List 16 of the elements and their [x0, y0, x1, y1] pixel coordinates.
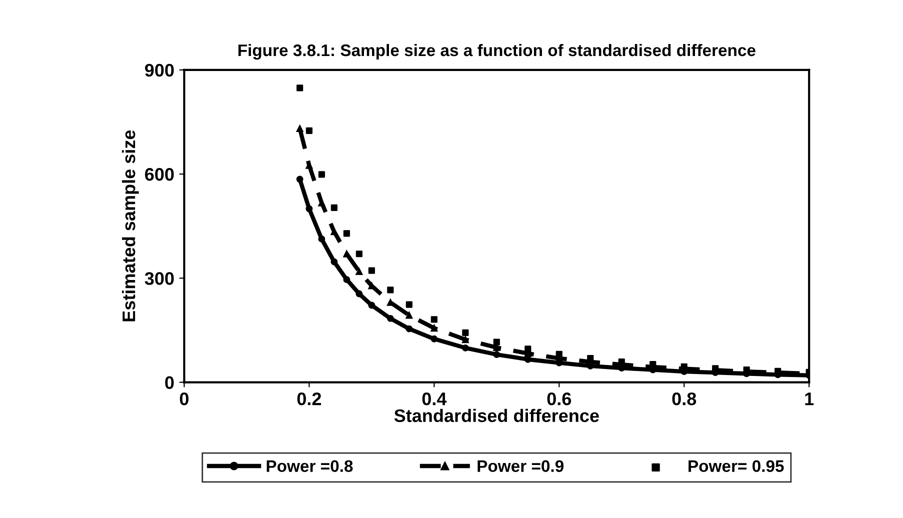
- x-axis-title: Standardised difference: [394, 408, 599, 422]
- x-tick-label: 0.4: [422, 392, 447, 406]
- y-tick-label: 600: [145, 168, 174, 181]
- y-axis-title: Estimated sample size: [122, 130, 139, 322]
- x-tick-label: 0.2: [297, 392, 322, 406]
- y-tick-label: 300: [144, 272, 174, 285]
- x-tick-label: 0.6: [547, 392, 572, 406]
- y-tick-label: 0: [165, 376, 174, 390]
- legend-label: Power= 0.95: [688, 460, 784, 472]
- chart-title: Figure 3.8.1: Sample size as a function of standardised difference: [238, 44, 756, 60]
- y-tick-label: 900: [144, 64, 174, 77]
- legend-label: Power =0.9: [478, 460, 564, 472]
- x-tick-label: 0: [180, 392, 188, 406]
- x-tick-label: 1: [805, 392, 814, 406]
- x-tick-label: 0.8: [672, 392, 696, 406]
- legend-label: Power =0.8: [266, 460, 353, 472]
